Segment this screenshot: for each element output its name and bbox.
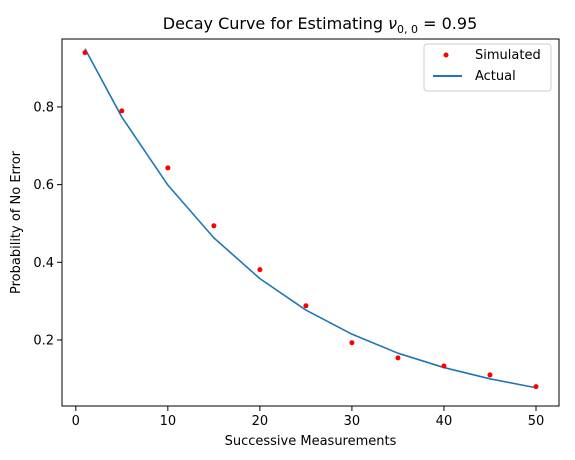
tick-marks: 0 10 20 30 40 50 0.2 0.4 0.6 0.8 — [33, 100, 544, 429]
y-tick-label: 0.6 — [33, 178, 54, 193]
chart-title: Decay Curve for Estimating ν0, 0 = 0.95 — [163, 14, 478, 36]
legend-box — [423, 43, 552, 92]
y-tick-label: 0.4 — [33, 256, 54, 271]
actual-line — [84, 48, 537, 389]
legend-simulated-label: Simulated — [475, 48, 541, 63]
x-tick-label: 50 — [528, 414, 545, 429]
x-axis-label: Successive Measurements — [225, 434, 397, 449]
simulated-point — [395, 355, 401, 361]
chart-title-suffix: = 0.95 — [418, 14, 477, 33]
y-axis-label: Probability of No Error — [9, 150, 24, 294]
legend-simulated-marker — [443, 52, 449, 58]
plot-frame — [61, 38, 560, 407]
legend-actual-label: Actual — [475, 69, 516, 84]
actual-series — [84, 48, 537, 389]
simulated-point — [211, 223, 217, 229]
simulated-point — [303, 303, 309, 309]
simulated-point — [533, 384, 539, 390]
chart-title-prefix: Decay Curve for Estimating — [163, 14, 388, 33]
x-tick-label: 0 — [72, 414, 80, 429]
legend: Simulated Actual — [423, 43, 552, 92]
simulated-point — [165, 165, 171, 171]
simulated-point — [349, 340, 355, 346]
x-tick-label: 10 — [160, 414, 177, 429]
simulated-point — [441, 363, 447, 369]
simulated-point — [119, 108, 125, 114]
chart-title-symbol: ν — [388, 14, 397, 33]
simulated-point — [257, 267, 263, 273]
x-tick-label: 40 — [436, 414, 453, 429]
y-tick-label: 0.8 — [33, 100, 54, 115]
simulated-point — [487, 372, 493, 378]
y-tick-label: 0.2 — [33, 333, 54, 348]
chart-title-subscript: 0, 0 — [397, 23, 418, 36]
x-tick-label: 20 — [252, 414, 269, 429]
x-tick-label: 30 — [344, 414, 361, 429]
simulated-series — [82, 50, 539, 390]
simulated-point — [82, 50, 88, 56]
